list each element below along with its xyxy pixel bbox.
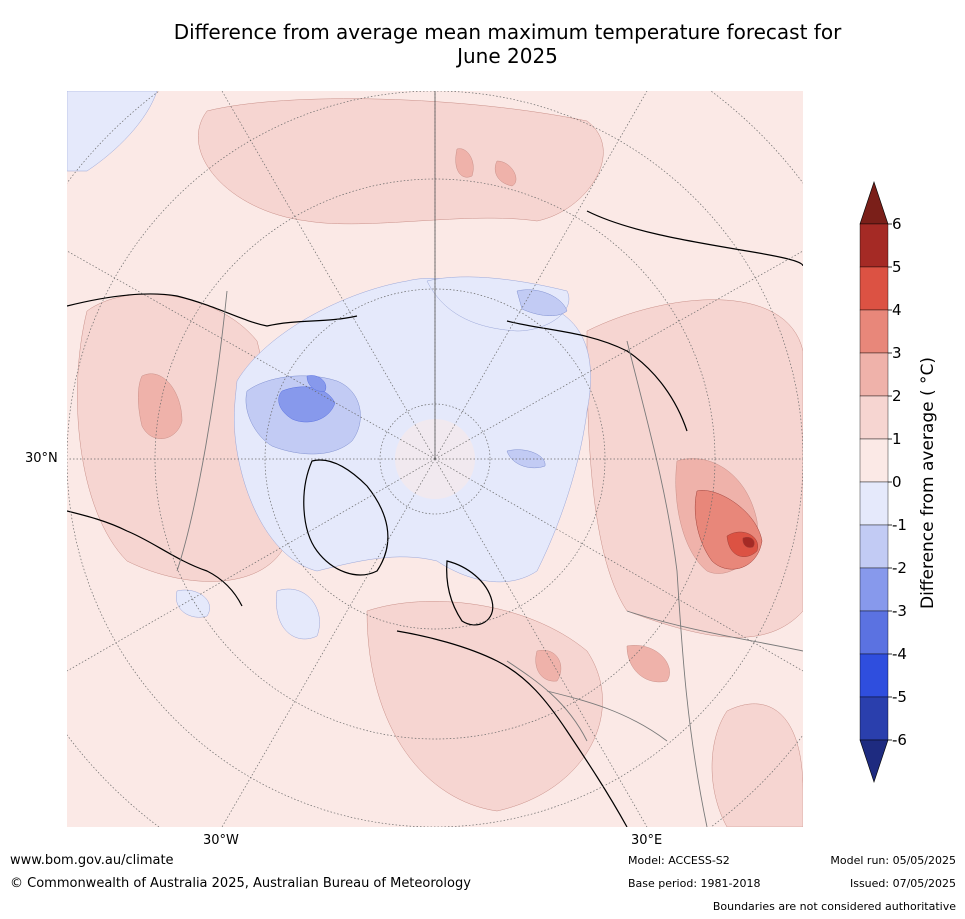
colorbar-tick-label: -5 (892, 688, 907, 706)
anomaly-cool-neg2-neg4 (278, 375, 336, 423)
map-title-line2: June 2025 (457, 44, 558, 68)
colorbar-tick-label: 0 (892, 473, 902, 491)
colorbar-tick-label: 5 (892, 258, 902, 276)
colorbar-bin (859, 438, 889, 483)
colorbar-bin (859, 266, 889, 311)
colorbar-tick-label: -4 (892, 645, 907, 663)
colorbar-tick-label: -6 (892, 731, 907, 749)
footer-disclaimer: Boundaries are not considered authoritat… (712, 900, 956, 913)
colorbar: 6 5 4 3 2 1 0 -1 -2 -3 -4 -5 -6 (859, 181, 907, 783)
label-30e: 30°E (631, 833, 663, 848)
label-30w: 30°W (203, 833, 239, 848)
colorbar-bin (859, 567, 889, 612)
colorbar-bin (859, 223, 889, 268)
colorbar-bin (859, 610, 889, 655)
colorbar-bin (859, 653, 889, 698)
colorbar-bin (859, 481, 889, 526)
footer-copyright: © Commonwealth of Australia 2025, Austra… (10, 876, 471, 891)
colorbar-tick-label: 1 (892, 430, 902, 448)
colorbar-tick-label: -1 (892, 516, 907, 534)
colorbar-tick-label: 3 (892, 344, 902, 362)
colorbar-bin (859, 309, 889, 354)
graticule (67, 91, 803, 827)
colorbar-bin (859, 395, 889, 440)
colorbar-bin (859, 696, 889, 741)
colorbar-under-arrow (859, 739, 889, 783)
colorbar-bin (859, 524, 889, 569)
colorbar-label: Difference from average ( °C) (918, 356, 938, 610)
colorbar-tick-label: 2 (892, 387, 902, 405)
footer-base-period: Base period: 1981-2018 (628, 877, 761, 890)
colorbar-tick-label: 6 (892, 215, 902, 233)
coastlines (67, 210, 803, 827)
colorbar-over-arrow (859, 181, 889, 225)
footer-model-run: Model run: 05/05/2025 (830, 854, 956, 867)
footer-model: Model: ACCESS-S2 (628, 854, 730, 867)
footer-website: www.bom.gov.au/climate (10, 853, 174, 868)
label-30n: 30°N (25, 451, 58, 466)
colorbar-tick-label: 4 (892, 301, 902, 319)
country-boundaries (176, 290, 803, 827)
polar-temperature-map (67, 91, 803, 827)
map-title: Difference from average mean maximum tem… (60, 20, 955, 68)
colorbar-bin (859, 352, 889, 397)
map-title-line1: Difference from average mean maximum tem… (173, 20, 842, 44)
anomaly-hotspot (694, 490, 763, 570)
colorbar-tick-label: -2 (892, 559, 907, 577)
footer-issued: Issued: 07/05/2025 (849, 877, 956, 890)
colorbar-tick-label: -3 (892, 602, 907, 620)
